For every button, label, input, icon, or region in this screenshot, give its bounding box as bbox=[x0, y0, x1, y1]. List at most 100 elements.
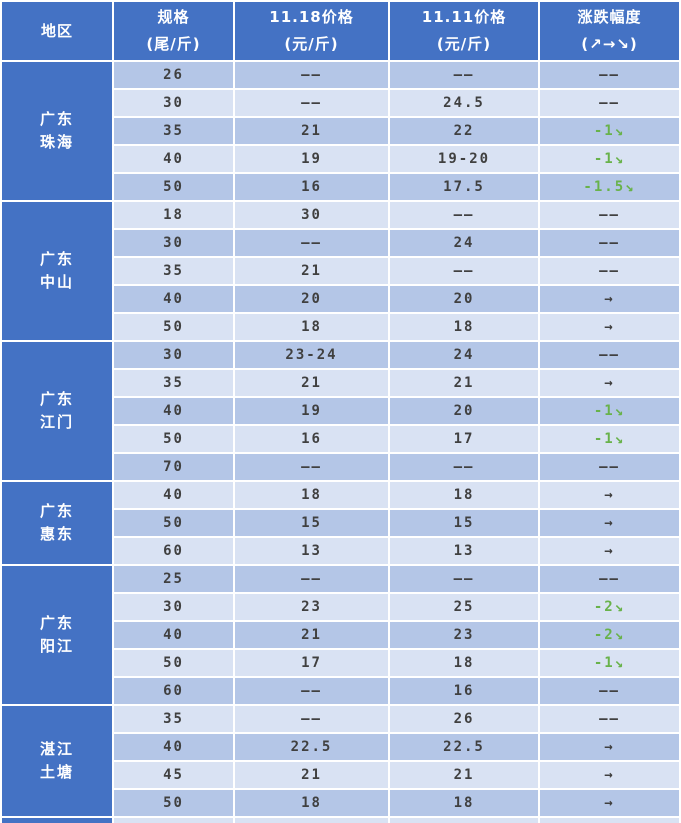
change-cell: —— bbox=[540, 62, 679, 88]
price-1118-cell: 23-24 bbox=[235, 342, 388, 368]
header-price-1111-unit: (元/斤) bbox=[436, 35, 492, 53]
change-cell: → bbox=[540, 286, 679, 312]
price-1111-cell: 18 bbox=[390, 482, 538, 508]
price-1111-cell: —— bbox=[390, 454, 538, 480]
price-1111-cell: —— bbox=[390, 202, 538, 228]
spec-cell: 18 bbox=[114, 202, 233, 228]
price-1118-cell: 30 bbox=[235, 202, 388, 228]
price-1118-cell: 23 bbox=[235, 594, 388, 620]
table-row: 35 21 22 -1↘ bbox=[2, 118, 679, 144]
price-1118-cell: —— bbox=[235, 90, 388, 116]
price-1111-cell: 17 bbox=[390, 426, 538, 452]
change-cell: → bbox=[540, 734, 679, 760]
price-1111-cell: 24.5 bbox=[390, 90, 538, 116]
region-label-line: 广东 bbox=[39, 614, 74, 632]
price-1118-cell: 21 bbox=[235, 370, 388, 396]
spec-cell: 25 bbox=[114, 566, 233, 592]
header-price-1118-unit: (元/斤) bbox=[284, 35, 339, 53]
region-cell: 广东 珠海 bbox=[2, 62, 112, 200]
region-cell: 广东 江门 bbox=[2, 342, 112, 480]
spec-cell: 40 bbox=[114, 734, 233, 760]
spec-cell: 60 bbox=[114, 538, 233, 564]
header-spec: 规格 (尾/斤) bbox=[114, 2, 233, 60]
spec-cell: 50 bbox=[114, 174, 233, 200]
spec-cell: 35 bbox=[114, 258, 233, 284]
price-1118-cell: 20 bbox=[235, 286, 388, 312]
price-1111-cell: 19-20 bbox=[390, 146, 538, 172]
price-1118-cell: 13 bbox=[235, 538, 388, 564]
table-row: 广东 惠东 40 18 18 → bbox=[2, 482, 679, 564]
table-row: 35 21 21 → bbox=[2, 370, 679, 396]
price-1111-cell: 26 bbox=[390, 706, 538, 732]
table-row: 50 15 15 → bbox=[2, 510, 679, 536]
price-1111-cell: —— bbox=[390, 258, 538, 284]
price-1118-cell: 16 bbox=[235, 174, 388, 200]
header-change-trend-icons: (↗→↘) bbox=[581, 35, 638, 53]
region-cell: 广东 阳江 bbox=[2, 566, 112, 704]
price-1111-cell: 16 bbox=[390, 678, 538, 704]
header-change: 涨跌幅度 (↗→↘) bbox=[540, 2, 679, 60]
spec-cell: 60 bbox=[114, 678, 233, 704]
change-cell: -2↘ bbox=[540, 622, 679, 648]
spec-cell: 35 bbox=[114, 370, 233, 396]
price-1118-cell: 21 bbox=[235, 258, 388, 284]
table-row: 50 18 18 → bbox=[2, 790, 679, 816]
empty-cell bbox=[540, 818, 679, 823]
price-1118-cell: 19 bbox=[235, 146, 388, 172]
change-cell: -1↘ bbox=[540, 118, 679, 144]
price-1118-cell: —— bbox=[235, 62, 388, 88]
spec-cell: 35 bbox=[114, 706, 233, 732]
price-1118-cell: —— bbox=[235, 706, 388, 732]
spec-cell: 50 bbox=[114, 314, 233, 340]
table-row: 60 —— 16 —— bbox=[2, 678, 679, 704]
table-row: 广东 中山 18 30 —— —— bbox=[2, 202, 679, 340]
change-cell: —— bbox=[540, 678, 679, 704]
spec-cell: 50 bbox=[114, 650, 233, 676]
price-1111-cell: 23 bbox=[390, 622, 538, 648]
change-cell: → bbox=[540, 790, 679, 816]
spec-cell: 40 bbox=[114, 622, 233, 648]
spec-cell: 70 bbox=[114, 454, 233, 480]
header-spec-label: 规格 bbox=[157, 8, 190, 26]
region-cell: 湛江 土塘 bbox=[2, 706, 112, 816]
table-body: 广东 珠海 26 —— —— —— 30 —— 24.5 —— 35 21 22 -1↘ 40 19 19-20… bbox=[2, 62, 679, 823]
price-1111-cell: 18 bbox=[390, 314, 538, 340]
table-row: 广东 珠海 26 —— —— —— bbox=[2, 62, 679, 200]
price-1118-cell: —— bbox=[235, 566, 388, 592]
price-1111-cell: 20 bbox=[390, 398, 538, 424]
spec-cell: 30 bbox=[114, 230, 233, 256]
region-label-line: 惠东 bbox=[39, 525, 74, 543]
region-label-line: 土塘 bbox=[39, 763, 74, 781]
spec-cell: 30 bbox=[114, 90, 233, 116]
price-1118-cell: 21 bbox=[235, 622, 388, 648]
table-row: 广东 江门 30 23-24 24 —— bbox=[2, 342, 679, 480]
table-row: 40 21 23 -2↘ bbox=[2, 622, 679, 648]
change-cell: -1↘ bbox=[540, 650, 679, 676]
price-1111-cell: 18 bbox=[390, 790, 538, 816]
price-1111-cell: —— bbox=[390, 62, 538, 88]
change-cell: -1.5↘ bbox=[540, 174, 679, 200]
price-1118-cell: 19 bbox=[235, 398, 388, 424]
region-label-line: 广东 bbox=[39, 250, 74, 268]
change-cell: -2↘ bbox=[540, 594, 679, 620]
price-1111-cell: 21 bbox=[390, 762, 538, 788]
table-row: 50 18 18 → bbox=[2, 314, 679, 340]
change-cell: → bbox=[540, 370, 679, 396]
empty-cell bbox=[114, 818, 233, 823]
header-row: 地区 规格 (尾/斤) 11.18价格 (元/斤) 11.11价格 (元/斤) … bbox=[2, 2, 679, 60]
region-cell bbox=[2, 818, 112, 823]
region-label-line: 江门 bbox=[39, 413, 74, 431]
region-label-line: 珠海 bbox=[39, 133, 74, 151]
spec-cell: 35 bbox=[114, 118, 233, 144]
region-label-line: 阳江 bbox=[39, 637, 74, 655]
change-cell: -1↘ bbox=[540, 398, 679, 424]
spec-cell: 50 bbox=[114, 426, 233, 452]
change-cell: —— bbox=[540, 202, 679, 228]
spec-cell: 40 bbox=[114, 482, 233, 508]
empty-cell bbox=[235, 818, 388, 823]
price-1111-cell: 15 bbox=[390, 510, 538, 536]
price-1118-cell: —— bbox=[235, 454, 388, 480]
price-1111-cell: 17.5 bbox=[390, 174, 538, 200]
price-1111-cell: 13 bbox=[390, 538, 538, 564]
table-row: 50 17 18 -1↘ bbox=[2, 650, 679, 676]
